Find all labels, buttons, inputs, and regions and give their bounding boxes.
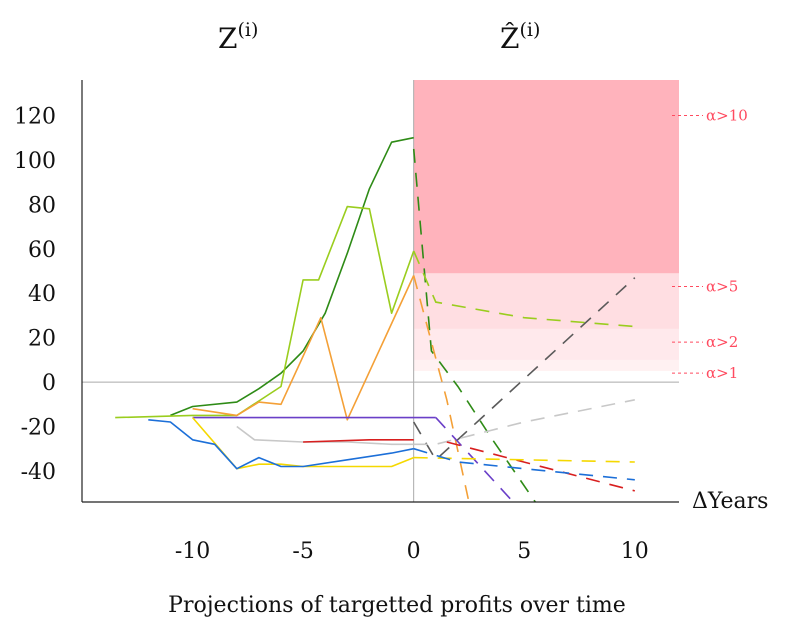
y-tick-labels: -40 -20 0 20 40 60 80 100 120: [14, 105, 56, 485]
chart-caption: Projections of targetted profits over ti…: [168, 593, 626, 618]
series-1-projected-line: [412, 250, 635, 328]
x-tick-label: -5: [292, 539, 313, 564]
x-tick-label: -10: [175, 539, 210, 564]
series-5-projected-line: [435, 417, 514, 503]
alpha-band-3: [413, 359, 679, 371]
x-tick-label: 0: [407, 539, 421, 564]
y-tick-label: 80: [28, 193, 56, 218]
series-6-observed-line: [303, 439, 414, 443]
y-tick-label: -20: [21, 415, 56, 440]
y-tick-label: 60: [28, 238, 56, 263]
band-label: α>1: [706, 364, 738, 382]
y-tick-label: 40: [28, 282, 56, 307]
series-2-observed-line: [192, 275, 415, 421]
observed-header: Z(i): [218, 19, 258, 55]
y-tick-label: -40: [21, 460, 56, 485]
series-2-projected-line: [412, 275, 470, 503]
band-label: α>10: [706, 107, 748, 125]
x-axis-label: ΔYears: [692, 489, 768, 514]
projected-header: Ẑ(i): [500, 19, 540, 55]
y-tick-label: 0: [42, 371, 56, 396]
band-labels: α>10 α>5 α>2 α>1: [672, 107, 748, 382]
band-label: α>5: [706, 278, 738, 296]
series-3-projected-line: [413, 277, 636, 462]
band-label: α>2: [706, 333, 738, 351]
series-1-observed-line: [115, 205, 415, 419]
alpha-band-1: [413, 273, 679, 329]
series-7-projected-line: [413, 456, 635, 463]
series-6-projected-line: [446, 441, 636, 492]
y-tick-label: 120: [14, 105, 56, 130]
alpha-band-0: [413, 80, 679, 274]
series-4-projected-line: [413, 399, 635, 446]
y-tick-label: 20: [28, 327, 56, 352]
series-7-observed-line: [191, 417, 414, 470]
y-tick-label: 100: [14, 149, 56, 174]
series-8-observed-line: [148, 419, 414, 470]
x-tick-label: 5: [517, 539, 531, 564]
x-tick-label: 10: [621, 539, 649, 564]
alpha-band-2: [413, 328, 679, 360]
series-8-projected-line: [413, 447, 635, 481]
series-0-observed-line: [170, 136, 414, 417]
series-lines: [115, 136, 636, 503]
alpha-bands: [413, 80, 679, 371]
x-tick-labels: -10 -5 0 5 10: [175, 539, 649, 564]
series-0-projected-line: [412, 148, 536, 503]
